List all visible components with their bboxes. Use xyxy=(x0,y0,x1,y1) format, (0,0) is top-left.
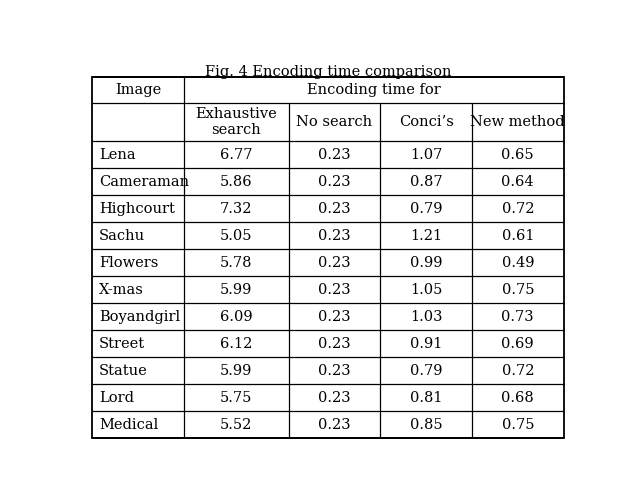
Text: 0.91: 0.91 xyxy=(410,336,442,350)
Text: 5.86: 5.86 xyxy=(220,174,253,188)
Text: 0.64: 0.64 xyxy=(502,174,534,188)
Text: 0.75: 0.75 xyxy=(502,418,534,432)
Text: Sachu: Sachu xyxy=(99,228,145,242)
Text: New method: New method xyxy=(470,115,565,129)
Text: No search: No search xyxy=(296,115,372,129)
Text: 1.03: 1.03 xyxy=(410,310,442,324)
Text: 5.75: 5.75 xyxy=(220,390,253,404)
Text: 0.65: 0.65 xyxy=(502,148,534,162)
Text: 0.23: 0.23 xyxy=(318,174,351,188)
Text: 5.52: 5.52 xyxy=(220,418,253,432)
Text: Fig. 4 Encoding time comparison: Fig. 4 Encoding time comparison xyxy=(205,64,451,78)
Text: 0.23: 0.23 xyxy=(318,148,351,162)
Text: 1.05: 1.05 xyxy=(410,282,442,296)
Text: 0.73: 0.73 xyxy=(502,310,534,324)
Text: Street: Street xyxy=(99,336,145,350)
Text: X-mas: X-mas xyxy=(99,282,144,296)
Text: 0.23: 0.23 xyxy=(318,282,351,296)
Text: 5.05: 5.05 xyxy=(220,228,253,242)
Text: Highcourt: Highcourt xyxy=(99,202,175,215)
Text: 6.77: 6.77 xyxy=(220,148,253,162)
Text: 0.61: 0.61 xyxy=(502,228,534,242)
Text: 0.79: 0.79 xyxy=(410,364,442,378)
Text: 5.78: 5.78 xyxy=(220,256,253,270)
Text: 0.81: 0.81 xyxy=(410,390,442,404)
Text: 6.12: 6.12 xyxy=(220,336,253,350)
Text: 6.09: 6.09 xyxy=(220,310,253,324)
Text: 0.85: 0.85 xyxy=(410,418,442,432)
Text: 0.99: 0.99 xyxy=(410,256,442,270)
Text: 0.23: 0.23 xyxy=(318,228,351,242)
Text: 0.23: 0.23 xyxy=(318,364,351,378)
Text: 0.79: 0.79 xyxy=(410,202,442,215)
Text: 5.99: 5.99 xyxy=(220,282,253,296)
Text: 0.72: 0.72 xyxy=(502,364,534,378)
Text: Image: Image xyxy=(115,84,161,98)
Text: 0.72: 0.72 xyxy=(502,202,534,215)
Text: 0.23: 0.23 xyxy=(318,202,351,215)
Text: 0.68: 0.68 xyxy=(501,390,534,404)
Text: Conci’s: Conci’s xyxy=(399,115,454,129)
Text: 0.23: 0.23 xyxy=(318,256,351,270)
Text: Boyandgirl: Boyandgirl xyxy=(99,310,180,324)
Text: Cameraman: Cameraman xyxy=(99,174,189,188)
Text: 0.69: 0.69 xyxy=(502,336,534,350)
Text: 0.23: 0.23 xyxy=(318,336,351,350)
Text: 0.23: 0.23 xyxy=(318,418,351,432)
Text: Lena: Lena xyxy=(99,148,136,162)
Text: Encoding time for: Encoding time for xyxy=(307,84,441,98)
Text: 0.23: 0.23 xyxy=(318,390,351,404)
Text: 0.87: 0.87 xyxy=(410,174,442,188)
Text: Statue: Statue xyxy=(99,364,148,378)
Text: Lord: Lord xyxy=(99,390,134,404)
Text: 1.07: 1.07 xyxy=(410,148,442,162)
Text: Medical: Medical xyxy=(99,418,158,432)
Text: Exhaustive
search: Exhaustive search xyxy=(195,107,277,138)
Text: 0.23: 0.23 xyxy=(318,310,351,324)
Text: 0.75: 0.75 xyxy=(502,282,534,296)
Text: 7.32: 7.32 xyxy=(220,202,253,215)
Text: 5.99: 5.99 xyxy=(220,364,253,378)
Text: 1.21: 1.21 xyxy=(410,228,442,242)
Text: 0.49: 0.49 xyxy=(502,256,534,270)
Text: Flowers: Flowers xyxy=(99,256,158,270)
